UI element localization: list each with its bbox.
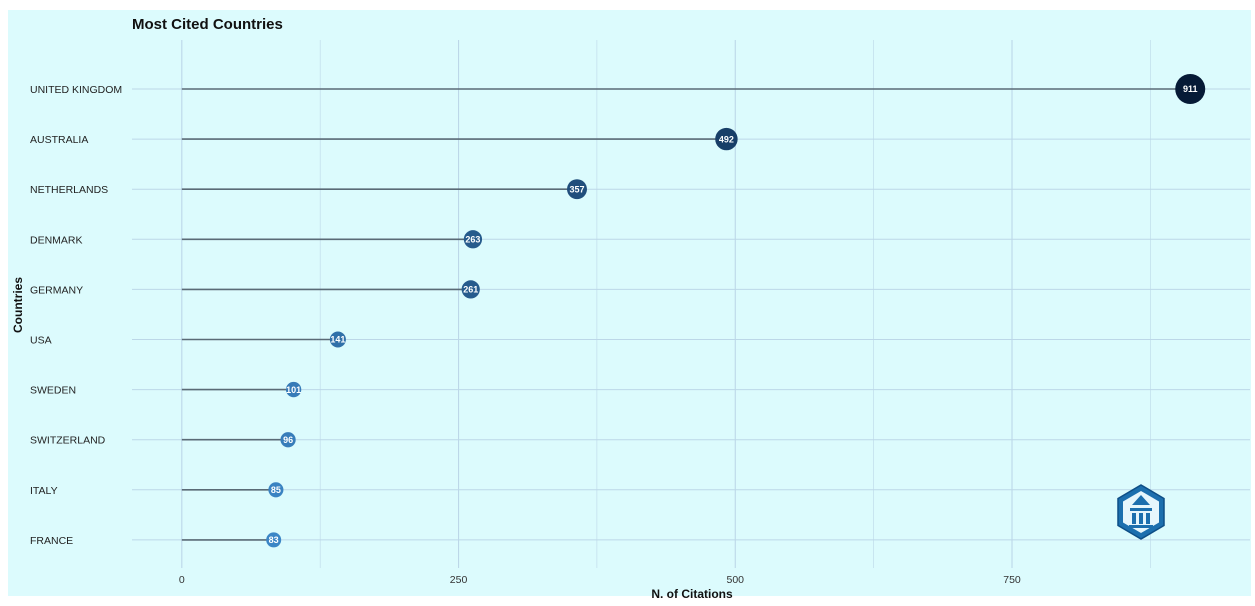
bibliometrix-logo-icon: [1117, 484, 1165, 540]
category-labels: UNITED KINGDOM AUSTRALIA NETHERLANDS DENMAR…: [30, 84, 122, 547]
category-label: GERMANY: [30, 284, 83, 296]
plot-background: [8, 10, 1251, 596]
data-label: 911: [1183, 84, 1198, 94]
category-label: NETHERLANDS: [30, 184, 108, 196]
data-marks: 911 492 357 263 261 141 101 96 85 83: [181, 74, 1206, 548]
lollipop-point: [266, 532, 282, 548]
chart-title: Most Cited Countries: [132, 16, 283, 33]
lollipop-point: [268, 482, 284, 498]
x-tick-label: 750: [1003, 574, 1021, 586]
data-label: 96: [283, 435, 293, 445]
lollipop-point: [715, 127, 738, 151]
category-label: ITALY: [30, 485, 58, 497]
lollipop-point: [461, 280, 480, 299]
data-label: 357: [569, 184, 584, 194]
lollipop-point: [285, 381, 302, 398]
data-label: 83: [269, 535, 279, 545]
category-label: SWEDEN: [30, 385, 76, 397]
lollipop-point: [280, 432, 296, 448]
category-label: UNITED KINGDOM: [30, 84, 122, 96]
data-label: 101: [286, 385, 301, 395]
x-tick-label: 0: [179, 574, 185, 586]
lollipop-point: [1175, 74, 1206, 104]
lollipop-point: [463, 230, 483, 249]
category-label: FRANCE: [30, 535, 73, 547]
category-label: DENMARK: [30, 234, 83, 246]
x-tick-labels: 0 250 500 750: [179, 574, 1021, 586]
x-tick-label: 250: [450, 574, 468, 586]
x-axis-title: N. of Citations: [651, 587, 733, 601]
x-tick-label: 500: [727, 574, 745, 586]
data-label: 261: [463, 285, 478, 295]
y-axis-title: Countries: [11, 277, 25, 333]
data-label: 263: [465, 235, 480, 245]
lollipop-point: [329, 331, 346, 348]
category-label: AUSTRALIA: [30, 134, 88, 146]
data-label: 141: [330, 335, 345, 345]
category-label: USA: [30, 335, 52, 347]
data-label: 85: [271, 485, 281, 495]
category-label: SWITZERLAND: [30, 435, 106, 447]
data-label: 492: [719, 134, 734, 144]
lollipop-point: [567, 179, 587, 200]
